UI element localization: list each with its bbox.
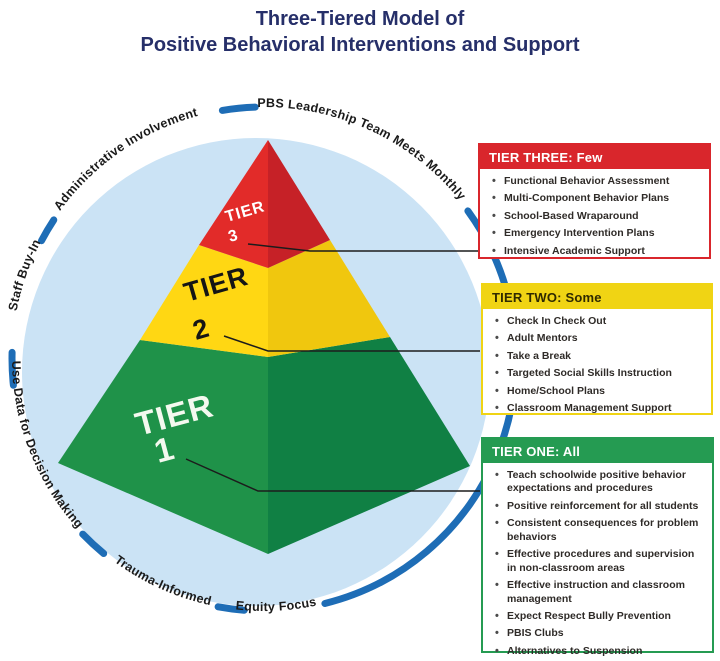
pyramid-tier1-right-face	[268, 337, 470, 554]
connector-line-tier1	[185, 458, 480, 492]
callout-item: Teach schoolwide positive behavior expec…	[489, 468, 706, 496]
callout-item: Targeted Social Skills Instruction	[489, 366, 705, 381]
callout-tier-three-list: Functional Behavior Assessment Multi-Comp…	[480, 174, 709, 259]
callout-item: Functional Behavior Assessment	[486, 174, 703, 189]
callout-tier-one-header: TIER ONE: All	[483, 439, 712, 463]
callout-item: PBIS Clubs	[489, 626, 706, 641]
callout-tier-three: TIER THREE: Few Functional Behavior Asse…	[478, 143, 711, 259]
page-title-line2: Positive Behavioral Interventions and Su…	[140, 34, 580, 56]
callout-item: Take a Break	[489, 349, 705, 364]
callout-item: Adult Mentors	[489, 331, 705, 346]
callout-item: Multi-Component Behavior Plans	[486, 191, 703, 206]
arc-segment-upper-left	[38, 216, 58, 245]
callout-item: Effective instruction and classroom mana…	[489, 578, 706, 606]
callout-item: Effective procedures and supervision in …	[489, 547, 706, 575]
page-title: Three-Tiered Model of Positive Behaviora…	[0, 6, 720, 58]
callout-item: Emergency Intervention Plans	[486, 226, 703, 241]
callout-tier-two-list: Check In Check Out Adult Mentors Take a Br…	[483, 314, 711, 416]
pyramid-tier3-left-face	[199, 140, 268, 268]
callout-item: Intensive Academic Support	[486, 244, 703, 259]
arc-segment-bottom	[214, 603, 248, 614]
arc-segment-lower-left	[79, 530, 108, 557]
tier2-label-number: 2	[189, 313, 213, 346]
connector-line-tier3	[247, 243, 480, 252]
callout-item: Expect Respect Bully Prevention	[489, 609, 706, 624]
callout-item: Home/School Plans	[489, 384, 705, 399]
callout-tier-one-list: Teach schoolwide positive behavior expec…	[483, 468, 712, 659]
callout-item: Alternatives to Suspension	[489, 644, 706, 659]
connector-lines	[185, 243, 480, 492]
callout-item: Classroom Management Support	[489, 401, 705, 416]
pyramid: TIER 3 TIER 2 TIER 1	[58, 140, 470, 554]
pyramid-tier3-right-face	[268, 140, 330, 268]
callout-item: Consistent consequences for problem beha…	[489, 516, 706, 544]
tier3-label-number: 3	[226, 227, 240, 246]
pyramid-tier1-left-face	[58, 340, 268, 554]
callout-tier-one: TIER ONE: All Teach schoolwide positive …	[481, 437, 714, 658]
callout-tier-two: TIER TWO: Some Check In Check Out Adult M…	[481, 283, 713, 416]
pyramid-tier2-left-face	[140, 245, 268, 357]
arc-segment-top	[218, 103, 259, 114]
connector-line-tier2	[223, 335, 480, 352]
callout-item: Check In Check Out	[489, 314, 705, 329]
callout-tier-two-header: TIER TWO: Some	[483, 285, 711, 309]
callout-item: School-Based Wraparound	[486, 209, 703, 224]
page-title-line1: Three-Tiered Model of	[255, 8, 465, 30]
callout-tier-three-header: TIER THREE: Few	[480, 145, 709, 169]
callout-item: Positive reinforcement for all students	[489, 499, 706, 514]
arc-segment-left	[8, 348, 17, 389]
pyramid-tier2-right-face	[268, 240, 390, 357]
